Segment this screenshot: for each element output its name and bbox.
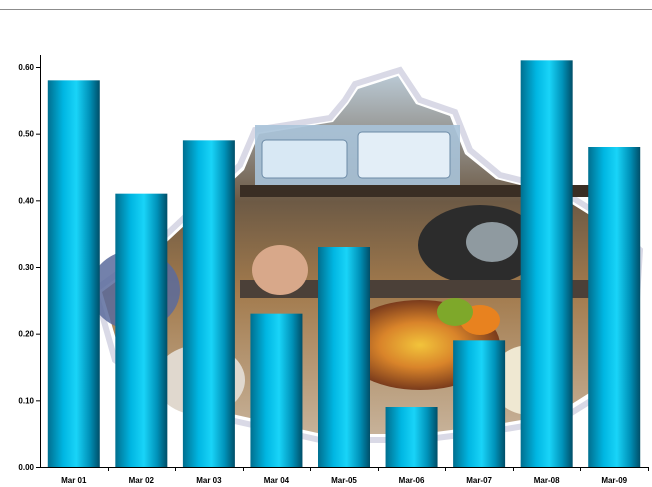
bar-series bbox=[47, 60, 641, 468]
x-tick-label: Mar-08 bbox=[534, 476, 560, 485]
bar-mar-09 bbox=[588, 147, 641, 467]
y-tick-label: 0.20 bbox=[18, 330, 34, 339]
y-tick-label: 0.60 bbox=[18, 63, 34, 72]
x-tick-label: Mar-06 bbox=[399, 476, 425, 485]
x-tick-label: Mar 01 bbox=[61, 476, 87, 485]
x-tick-label: Mar 03 bbox=[196, 476, 222, 485]
bar-mar-01 bbox=[47, 80, 100, 467]
bar-mar-07 bbox=[453, 340, 506, 467]
y-tick-label: 0.00 bbox=[18, 463, 34, 472]
top-divider bbox=[0, 0, 652, 10]
bar-mar-05 bbox=[318, 247, 370, 467]
x-tick-label: Mar-07 bbox=[466, 476, 492, 485]
bar-mar-06 bbox=[385, 407, 438, 467]
bar-mar-08 bbox=[520, 60, 573, 467]
y-axis-ticks: 0.00 0.10 0.20 0.30 0.40 0.50 0.60 bbox=[18, 63, 40, 472]
x-tick-label: Mar 04 bbox=[264, 476, 290, 485]
y-tick-label: 0.40 bbox=[18, 196, 34, 205]
y-tick-label: 0.30 bbox=[18, 263, 34, 272]
x-tick-label: Mar 02 bbox=[129, 476, 155, 485]
x-axis-ticks: Mar 01 Mar 02 Mar 03 Mar 04 Mar-05 Mar-06 Mar-… bbox=[61, 467, 649, 485]
bar-mar-02 bbox=[115, 193, 168, 467]
x-tick-label: Mar-09 bbox=[601, 476, 627, 485]
y-tick-label: 0.50 bbox=[18, 130, 34, 139]
y-tick-label: 0.10 bbox=[18, 396, 34, 405]
bar-mar-04 bbox=[250, 313, 303, 467]
bar-mar-03 bbox=[182, 140, 235, 468]
x-tick-label: Mar-05 bbox=[331, 476, 357, 485]
